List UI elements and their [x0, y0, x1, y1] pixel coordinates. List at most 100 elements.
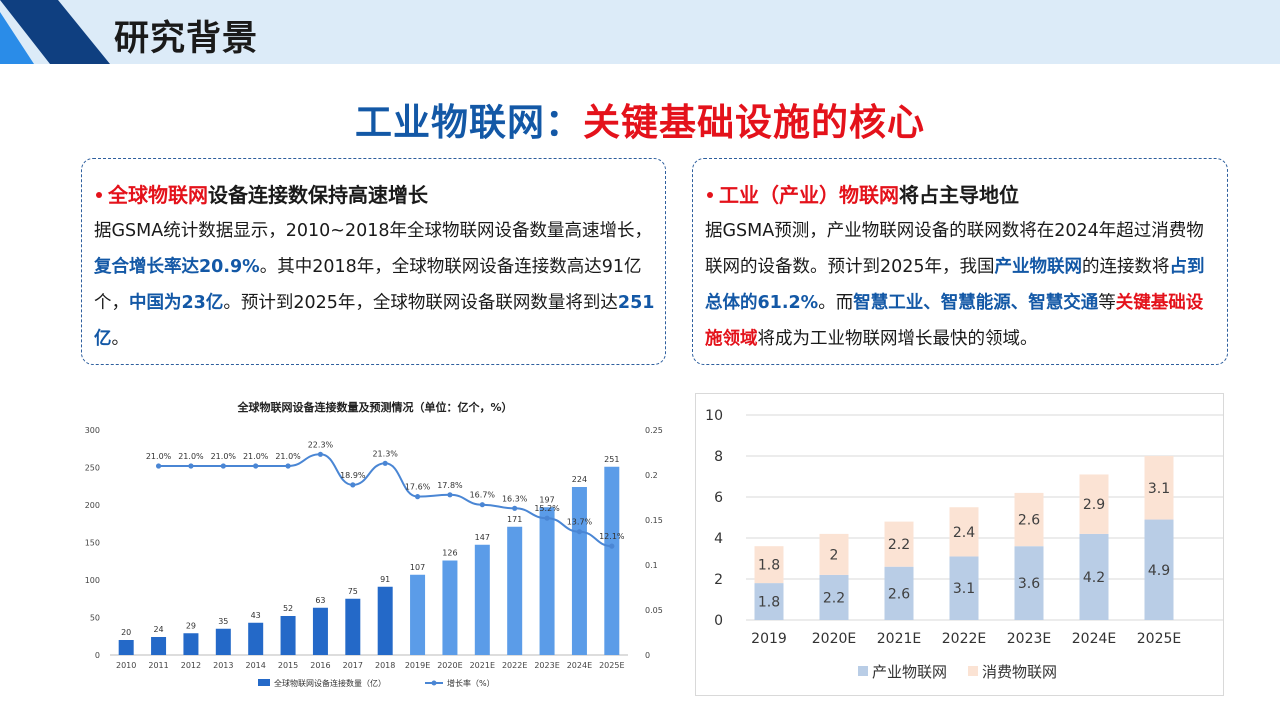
left_card-segment: 中国为23亿	[129, 293, 224, 313]
consumer-value-label: 2.9	[1083, 497, 1105, 513]
growth-rate-label: 21.0%	[275, 452, 301, 461]
right_card-segment: 产业物联网	[994, 257, 1083, 277]
industrial-value-label: 3.6	[1018, 576, 1040, 592]
bar	[345, 598, 361, 655]
legend-bar-label: 全球物联网设备连接数量（亿）	[274, 678, 386, 688]
growth-rate-label: 17.8%	[437, 481, 463, 490]
bar-value-label: 63	[315, 596, 325, 605]
growth-rate-label: 13.7%	[567, 518, 593, 527]
y-tick-label: 200	[85, 501, 100, 510]
bullet-icon	[707, 192, 713, 198]
x-tick-label: 2011	[148, 661, 168, 670]
y2-tick-label: 0.15	[645, 516, 663, 525]
main-title-part2: 关键基础设施的核心	[583, 101, 925, 144]
x-tick-label: 2012	[181, 661, 201, 670]
header-bar	[0, 0, 1280, 64]
right_card-segment: 的连接数将	[1082, 257, 1170, 277]
x-tick-label: 2023E	[1007, 631, 1051, 647]
consumer-value-label: 3.1	[1148, 481, 1170, 497]
growth-rate-point	[512, 505, 518, 511]
right_card-segment: 将成为工业物联网增长最快的领域。	[757, 329, 1038, 349]
x-tick-label: 2024E	[1072, 631, 1116, 647]
growth-rate-point	[155, 463, 162, 469]
left_card-segment: 据GSMA统计数据显示，2010~2018年全球物联网设备数量高速增长，	[94, 221, 652, 241]
growth-rate-label: 21.0%	[178, 452, 204, 461]
growth-rate-label: 21.0%	[211, 452, 237, 461]
bar-value-label: 197	[539, 495, 554, 504]
bar	[183, 633, 199, 655]
legend-industrial-swatch	[858, 666, 868, 676]
legend-line-marker	[431, 680, 437, 686]
industrial-value-label: 2.2	[823, 590, 845, 606]
x-tick-label: 2024E	[567, 661, 592, 670]
right-text-card: 工业（产业）物联网将占主导地位 据GSMA预测，产业物联网设备的联网数将在202…	[692, 158, 1228, 365]
consumer-bar	[1014, 492, 1044, 547]
y-tick-label: 100	[85, 576, 100, 585]
left_card-segment: 。	[111, 329, 130, 349]
growth-rate-point	[188, 463, 194, 469]
x-tick-label: 2022E	[502, 661, 527, 670]
bar	[539, 507, 555, 655]
industrial-bar	[1014, 546, 1044, 620]
y2-tick-label: 0	[645, 651, 650, 660]
growth-rate-label: 17.6%	[405, 483, 431, 492]
x-tick-label: 2023E	[534, 661, 559, 670]
bar	[442, 560, 458, 655]
x-tick-label: 2025E	[599, 661, 624, 670]
bar	[118, 640, 134, 655]
right-card-heading: 工业（产业）物联网将占主导地位	[705, 181, 1217, 209]
bar	[215, 628, 231, 655]
growth-rate-point	[414, 494, 421, 500]
x-tick-label: 2010	[116, 661, 136, 670]
x-tick-label: 2020E	[812, 631, 856, 647]
right-card-body: 据GSMA预测，产业物联网设备的联网数将在2024年超过消费物联网的设备数。预计…	[705, 213, 1217, 357]
y-tick-label: 50	[90, 614, 100, 623]
growth-rate-point	[544, 515, 550, 521]
bar-value-label: 43	[251, 611, 261, 620]
industrial-value-label: 4.2	[1083, 570, 1105, 586]
bar-value-label: 147	[475, 533, 490, 542]
iot-share-chart-frame: 0 2 4 6 8 10 1.8 1.8 2019 2.2 2 2020E 2.6 2.2 2021E 3.1…	[695, 393, 1224, 696]
growth-rate-point	[285, 463, 291, 469]
bar	[151, 637, 167, 655]
left_card-segment: 复合增长率达20.9%	[94, 257, 260, 277]
bar	[604, 466, 620, 655]
right_card-segment: 智慧工业、智慧能源、智慧交通	[853, 293, 1099, 313]
y-tick-label: 8	[714, 449, 723, 465]
main-title-part1: 工业物联网：	[355, 101, 583, 144]
y-tick-label: 4	[714, 531, 723, 547]
y-tick-label: 10	[705, 408, 723, 424]
x-tick-label: 2014	[246, 661, 266, 670]
left-text-card: 全球物联网设备连接数保持高速增长 据GSMA统计数据显示，2010~2018年全…	[81, 158, 666, 365]
bar	[571, 487, 587, 655]
bar-value-label: 224	[572, 475, 587, 484]
consumer-value-label: 2.4	[953, 525, 975, 541]
growth-rate-label: 21.0%	[146, 452, 172, 461]
page-title: 研究背景	[114, 19, 259, 59]
industrial-bar	[754, 583, 784, 620]
bar-value-label: 75	[348, 587, 358, 596]
bar-value-label: 126	[442, 549, 457, 558]
growth-rate-label: 16.7%	[470, 491, 496, 500]
right_card-segment: 关键基础设施领域	[705, 293, 1204, 349]
bar	[507, 526, 523, 655]
left-card-heading-rest: 设备连接数保持高速增长	[208, 183, 428, 207]
right_card-segment: 。而	[818, 293, 854, 313]
bar	[280, 616, 296, 655]
growth-rate-point	[382, 460, 388, 466]
left-card-heading-red: 全球物联网	[108, 183, 208, 207]
left-card-heading: 全球物联网设备连接数保持高速增长	[94, 181, 655, 209]
x-tick-label: 2022E	[942, 631, 986, 647]
industrial-value-label: 1.8	[758, 595, 780, 611]
industrial-value-label: 2.6	[888, 586, 910, 602]
x-tick-label: 2025E	[1137, 631, 1181, 647]
bar-value-label: 20	[121, 628, 131, 637]
bullet-icon	[96, 192, 102, 198]
growth-rate-point	[447, 492, 453, 498]
consumer-value-label: 2	[830, 547, 839, 563]
x-tick-label: 2017	[343, 661, 363, 670]
y-tick-label: 0	[95, 651, 100, 660]
growth-rate-label: 21.3%	[372, 449, 398, 458]
legend-bar-swatch	[258, 679, 270, 686]
legend-industrial-label: 产业物联网	[872, 663, 947, 681]
